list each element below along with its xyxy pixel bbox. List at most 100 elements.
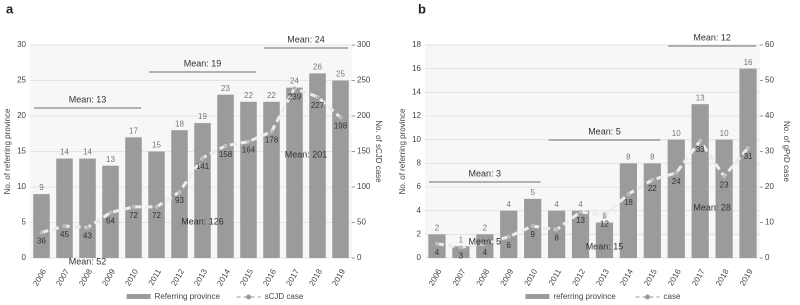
bar-value-label: 23 <box>221 84 230 93</box>
case-value-label: 72 <box>129 211 138 220</box>
y2-tick-label: 300 <box>357 40 371 49</box>
case-marker <box>200 155 205 160</box>
y-axis-label: No. of referring province <box>3 108 12 194</box>
case-value-label: 64 <box>106 217 115 226</box>
legend-marker <box>645 294 650 300</box>
mean-annotation: Mean: 126 <box>181 216 224 226</box>
y-tick-label: 6 <box>417 182 422 191</box>
case-value-label: 4 <box>435 248 440 257</box>
case-marker <box>338 115 343 120</box>
x-tick-label: 2009 <box>499 267 516 287</box>
y2-tick-label: 20 <box>765 182 774 191</box>
bar <box>524 198 542 258</box>
case-marker <box>602 213 607 218</box>
case-value-label: 12 <box>600 220 609 229</box>
bar <box>286 87 303 258</box>
x-tick-label: 2007 <box>54 267 71 287</box>
bar <box>33 194 50 258</box>
case-marker <box>85 225 90 230</box>
y2-tick-label: 150 <box>357 147 371 156</box>
bar-value-label: 22 <box>267 91 276 100</box>
x-tick-label: 2019 <box>330 267 347 287</box>
bar <box>452 246 470 258</box>
bar-value-label: 2 <box>483 223 488 232</box>
bar-value-label: 5 <box>530 188 535 197</box>
y-tick-label: 12 <box>412 111 421 120</box>
x-tick-label: 2019 <box>738 267 755 287</box>
x-tick-label: 2018 <box>714 267 731 287</box>
bar <box>56 158 73 258</box>
bar-value-label: 25 <box>336 70 345 79</box>
mean-annotation: Mean: 28 <box>693 202 731 212</box>
y2-tick-label: 60 <box>765 40 774 49</box>
x-tick-label: 2015 <box>642 267 659 287</box>
case-marker <box>269 129 274 134</box>
x-tick-label: 2011 <box>547 267 564 287</box>
case-value-label: 24 <box>672 177 681 186</box>
x-tick-label: 2013 <box>192 267 209 287</box>
x-tick-label: 2010 <box>523 267 540 287</box>
x-tick-label: 2006 <box>31 267 48 287</box>
y2-tick-label: 200 <box>357 111 371 120</box>
bar <box>148 151 165 258</box>
y2-axis-label: No. of gPrD case <box>782 121 791 182</box>
bar-value-label: 26 <box>313 63 322 72</box>
x-tick-label: 2017 <box>284 267 301 287</box>
x-tick-label: 2018 <box>307 267 324 287</box>
case-marker <box>434 241 439 246</box>
case-value-label: 3 <box>459 251 464 260</box>
case-marker <box>154 204 159 209</box>
mean-annotation: Mean: 12 <box>693 32 731 42</box>
mean-annotation: Mean: 15 <box>586 241 624 251</box>
bar <box>125 137 142 258</box>
bar-value-label: 14 <box>60 148 69 157</box>
bar <box>171 130 188 258</box>
case-marker <box>698 138 703 143</box>
mean-annotation: Mean: 52 <box>69 256 107 266</box>
case-marker <box>554 227 559 232</box>
case-value-label: 13 <box>576 216 585 225</box>
case-marker <box>626 192 631 197</box>
case-line <box>436 138 750 249</box>
y2-tick-label: 50 <box>765 76 774 85</box>
bar <box>715 139 733 258</box>
bar-value-label: 24 <box>290 77 299 86</box>
case-value-label: 164 <box>242 146 256 155</box>
x-tick-label: 2015 <box>238 267 255 287</box>
bar-value-label: 8 <box>650 152 655 161</box>
bar-value-label: 13 <box>106 155 115 164</box>
case-value-label: 93 <box>175 196 184 205</box>
panel-label: b <box>418 1 426 16</box>
case-value-label: 33 <box>696 145 705 154</box>
mean-annotation: Mean: 201 <box>285 149 328 159</box>
case-line <box>41 86 342 234</box>
bar-value-label: 8 <box>626 152 631 161</box>
panel-label: a <box>6 1 14 16</box>
case-marker <box>506 234 511 239</box>
y-axis-label: No. of referring province <box>398 108 407 194</box>
bar-value-label: 2 <box>435 223 440 232</box>
bar-value-label: 4 <box>554 200 559 209</box>
bar-value-label: 4 <box>507 200 512 209</box>
bar <box>240 101 257 258</box>
y2-tick-label: 250 <box>357 76 371 85</box>
bar <box>217 94 234 258</box>
y-tick-label: 14 <box>412 87 421 96</box>
bar-value-label: 17 <box>129 126 138 135</box>
mean-annotation: Mean: 3 <box>469 168 502 178</box>
bar <box>667 139 685 258</box>
legend-label: case <box>664 292 681 301</box>
bar <box>79 158 96 258</box>
case-marker <box>292 86 297 91</box>
case-value-label: 6 <box>507 241 512 250</box>
case-value-label: 23 <box>720 180 729 189</box>
case-value-label: 178 <box>265 136 279 145</box>
y2-tick-label: 40 <box>765 111 774 120</box>
legend-swatch <box>525 294 550 299</box>
x-tick-label: 2016 <box>666 267 683 287</box>
case-value-label: 158 <box>219 150 233 159</box>
y-tick-label: 15 <box>17 147 26 156</box>
case-marker <box>530 224 535 229</box>
y-tick-label: 16 <box>412 64 421 73</box>
y-tick-label: 0 <box>22 253 27 262</box>
